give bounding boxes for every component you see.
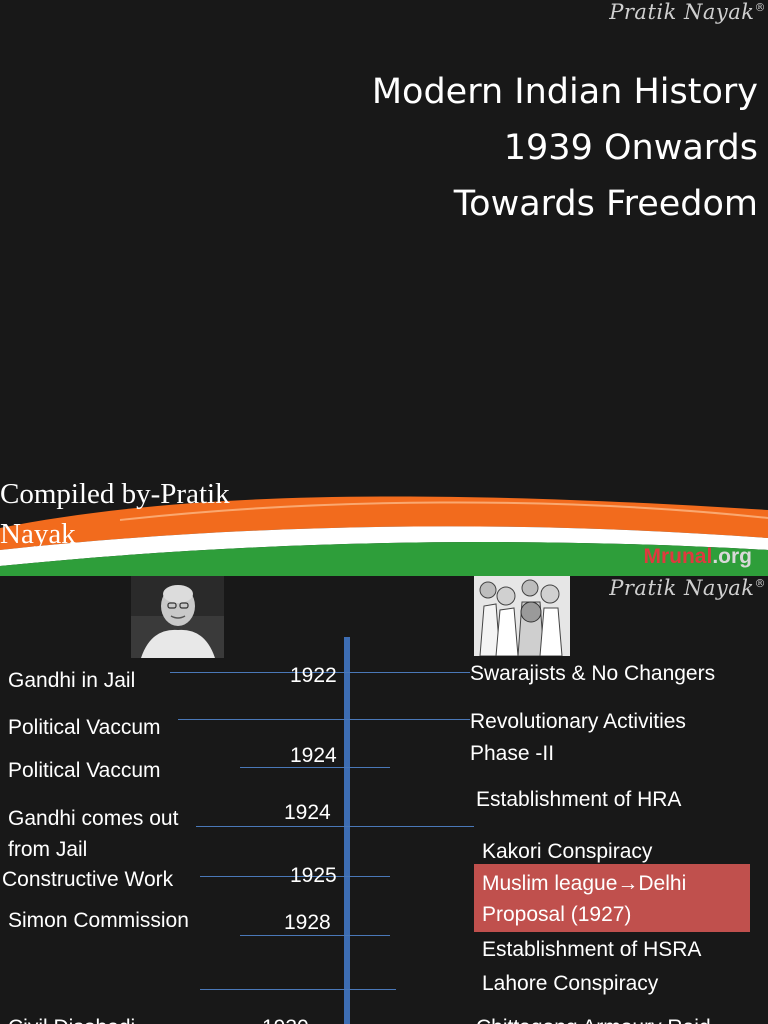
year-label: 1925	[290, 864, 337, 887]
event-chittagong: Chittagong Armoury Raid	[476, 1012, 711, 1024]
event-establishment-hra: Establishment of HRA	[476, 788, 682, 811]
event-political-vaccum: Political Vaccum	[8, 716, 161, 739]
event-gandhi-comes-out: Gandhi comes out	[8, 807, 179, 830]
timeline-connector	[240, 767, 390, 768]
year-label: 1928	[284, 911, 331, 934]
event-delhi-proposal: Proposal (1927)	[482, 903, 632, 926]
compiled-by-line-2: Nayak	[0, 518, 76, 550]
event-establishment-hsra: Establishment of HSRA	[482, 938, 702, 961]
timeline-connector	[178, 719, 470, 720]
timeline-connector	[200, 989, 396, 990]
event-civil-disobedience: Civil Disobedi...	[8, 1012, 153, 1024]
event-simon-commission: Simon Commission	[8, 909, 189, 932]
event-constructive-work: Constructive Work	[2, 868, 174, 891]
year-label: 1930	[262, 1012, 309, 1024]
timeline-connector	[196, 826, 474, 827]
year-label: 1924	[284, 801, 331, 824]
title-line-2: 1939 Onwards	[503, 128, 758, 168]
title-line-1: Modern Indian History	[371, 72, 758, 112]
timeline-connector	[170, 672, 470, 673]
event-gandhi-comes-out-line-2: from Jail	[8, 838, 88, 861]
event-political-vaccum: Political Vaccum	[8, 759, 161, 782]
event-lahore-conspiracy: Lahore Conspiracy	[482, 972, 659, 995]
event-muslim-league: Muslim league→Delhi	[482, 872, 687, 895]
gandhi-portrait-image	[131, 576, 224, 658]
timeline-connector	[240, 935, 390, 936]
watermark: Pratik Nayak®	[609, 576, 766, 600]
title-slide: Pratik Nayak® Modern Indian History 1939…	[0, 0, 768, 576]
timeline-slide: Pratik Nayak® Gandhi in Jail Political V…	[0, 576, 768, 1024]
swarajists-cartoon-image	[474, 576, 570, 656]
mrunal-logo: Mrunal.org	[643, 545, 752, 568]
timeline-axis	[344, 637, 350, 1024]
event-swarajists: Swarajists & No Changers	[470, 662, 716, 685]
timeline-connector	[200, 876, 390, 877]
event-revolutionary-activities-line-2: Phase -II	[470, 742, 555, 765]
year-label: 1924	[290, 744, 337, 767]
highlight-box	[474, 864, 750, 932]
tricolor-swoosh	[0, 496, 768, 576]
compiled-by-line-1: Compiled by-Pratik	[0, 478, 230, 510]
title-line-3: Towards Freedom	[453, 184, 758, 224]
event-revolutionary-activities: Revolutionary Activities	[470, 710, 686, 733]
event-gandhi-in-jail: Gandhi in Jail	[8, 669, 136, 692]
watermark: Pratik Nayak®	[609, 0, 766, 24]
event-kakori-conspiracy: Kakori Conspiracy	[482, 840, 653, 863]
year-label: 1922	[290, 664, 337, 687]
